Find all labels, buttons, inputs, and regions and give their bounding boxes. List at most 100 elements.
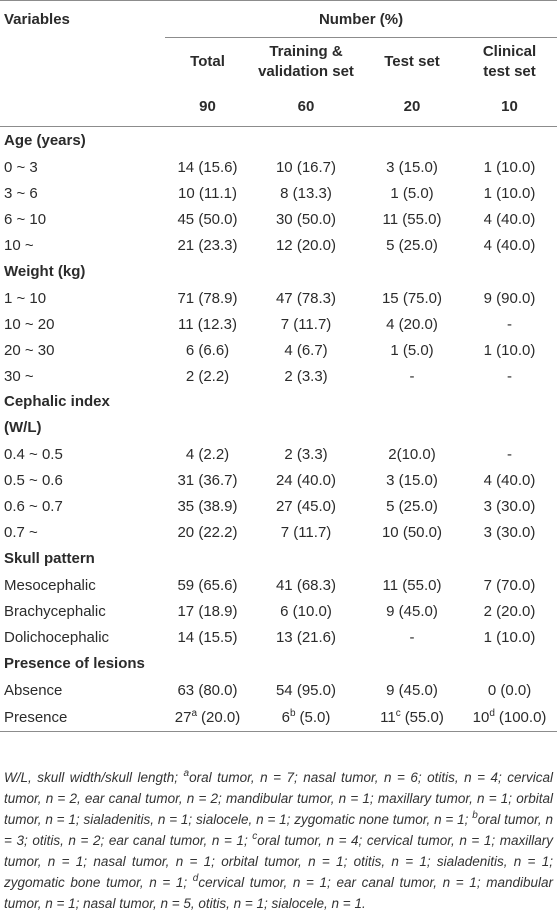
row-label-cell: 0.7 ~ <box>0 519 165 545</box>
cell-value: 7 (70.0) <box>483 576 536 594</box>
cell-superscript: c <box>395 707 401 719</box>
data-cell: 15 (75.0) <box>362 285 462 311</box>
data-cell: 8 (13.3) <box>250 180 362 206</box>
cell-value: 5 (25.0) <box>386 497 438 515</box>
cell-value: 2 (3.3) <box>284 367 328 385</box>
cell-value: - <box>409 628 415 646</box>
data-row: 30 ~ 2 (2.2) 2 (3.3) - - <box>0 363 557 389</box>
cell-value: 14 (15.6) <box>177 158 238 176</box>
row-label-cell: Dolichocephalic <box>0 624 165 650</box>
column-n: 60 <box>250 86 362 127</box>
data-cell: 1 (10.0) <box>462 337 557 363</box>
cell-value: 45 (50.0) <box>177 210 238 228</box>
cell-value: 10 (11.1) <box>178 184 237 202</box>
cell-value: 3 (15.0) <box>386 158 438 176</box>
cell-value: 3 (30.0) <box>483 497 536 515</box>
cell-value: 8 (13.3) <box>280 184 332 202</box>
cell-value: 4 (40.0) <box>483 471 536 489</box>
footnote: W/L, skull width/skull length; aoral tum… <box>4 767 553 914</box>
data-row: 3 ~ 6 10 (11.1) 8 (13.3) 1 (5.0) 1 (10.0) <box>0 180 557 206</box>
data-row: Brachycephalic 17 (18.9) 6 (10.0) 9 (45.0) 2… <box>0 598 557 624</box>
section-title-line: Presence of lesions <box>4 655 145 672</box>
cell-value: 7 (11.7) <box>280 523 332 541</box>
cell-value: - <box>507 445 513 463</box>
section-row: Skull pattern <box>0 545 557 572</box>
cell-value: 27 (45.0) <box>275 497 337 515</box>
cell-value: 5 (25.0) <box>386 236 438 254</box>
cell-value: 1 (5.0) <box>390 341 434 359</box>
cell-value: 6 (6.6) <box>185 341 230 359</box>
row-label-cell: 1 ~ 10 <box>0 285 165 311</box>
cell-value: - <box>507 315 513 333</box>
data-cell: 2 (3.3) <box>250 441 362 467</box>
footnote-marker: d <box>192 873 199 884</box>
data-cell: 1 (10.0) <box>462 180 557 206</box>
data-cell: 27 (45.0) <box>250 493 362 519</box>
footnote-marker: a <box>183 768 190 779</box>
column-name: test set <box>483 63 536 80</box>
cell-value: 6 (10.0) <box>280 602 332 620</box>
column-header: Clinical test set <box>462 38 557 87</box>
column-header: Training & validation set <box>250 38 362 87</box>
cell-value: 11 (55.0) <box>382 576 442 594</box>
cell-value: 63 (80.0) <box>177 681 238 699</box>
data-cell: 4 (40.0) <box>462 206 557 232</box>
data-cell: 3 (30.0) <box>462 519 557 545</box>
row-label: Mesocephalic <box>4 576 96 594</box>
column-count: 10 <box>501 97 518 115</box>
data-cell: 2 (3.3) <box>250 363 362 389</box>
data-row: 20 ~ 30 6 (6.6) 4 (6.7) 1 (5.0) 1 (10.0) <box>0 337 557 363</box>
column-header: Test set <box>362 38 462 87</box>
column-n: 90 <box>165 86 250 127</box>
row-label-cell: Absence <box>0 677 165 703</box>
data-row: 0.4 ~ 0.5 4 (2.2) 2 (3.3) 2(10.0) - <box>0 441 557 467</box>
data-cell: 11c (55.0) <box>362 703 462 732</box>
row-label-cell: 30 ~ <box>0 363 165 389</box>
data-cell: 20 (22.2) <box>165 519 250 545</box>
data-row: Absence 63 (80.0) 54 (95.0) 9 (45.0) 0 (0.0) <box>0 677 557 703</box>
section-title-line: Weight (kg) <box>4 263 86 280</box>
data-cell: 41 (68.3) <box>250 572 362 598</box>
footnote-text: W/L, skull width/skull length; <box>4 770 184 785</box>
cell-value: 54 (95.0) <box>275 681 337 699</box>
cell-percent: (100.0) <box>498 708 547 726</box>
header-row: Total Training & validation set Test set Cli… <box>0 38 557 87</box>
data-cell: 11 (55.0) <box>362 206 462 232</box>
cell-value: 35 (38.9) <box>177 497 238 515</box>
column-count: 60 <box>297 97 315 115</box>
cell-value: 4 (40.0) <box>483 210 536 228</box>
cell-value: 11 (55.0) <box>382 210 442 228</box>
data-cell: 6b (5.0) <box>250 703 362 732</box>
cell-value: 12 (20.0) <box>275 236 337 254</box>
row-label: 3 ~ 6 <box>4 184 38 202</box>
cell-value: 7 (11.7) <box>280 315 332 333</box>
row-label-cell: 0.6 ~ 0.7 <box>0 493 165 519</box>
cell-value: 13 (21.6) <box>275 628 337 646</box>
data-table: Variables Number (%) Total Training & valida… <box>0 0 557 732</box>
data-cell: 3 (15.0) <box>362 467 462 493</box>
cell-value: 4 (2.2) <box>185 445 230 463</box>
data-cell: 1 (10.0) <box>462 154 557 180</box>
column-name: Test set <box>384 53 440 70</box>
row-label-cell: Mesocephalic <box>0 572 165 598</box>
row-label: 0.5 ~ 0.6 <box>4 471 63 489</box>
section-row: Weight (kg) <box>0 258 557 285</box>
row-label: Absence <box>4 681 63 699</box>
data-cell: 6 (6.6) <box>165 337 250 363</box>
data-row: 1 ~ 10 71 (78.9) 47 (78.3) 15 (75.0) 9 (90.0… <box>0 285 557 311</box>
column-header: Total <box>165 38 250 87</box>
cell-value: 30 (50.0) <box>275 210 337 228</box>
data-cell: - <box>362 624 462 650</box>
data-cell: 11 (12.3) <box>165 311 250 337</box>
cell-value: 27 <box>174 708 192 726</box>
cell-value: 10 <box>472 708 490 726</box>
data-cell: - <box>462 311 557 337</box>
data-row: 6 ~ 10 45 (50.0) 30 (50.0) 11 (55.0) 4 (40.0… <box>0 206 557 232</box>
data-cell: 4 (40.0) <box>462 467 557 493</box>
data-row: 0.7 ~ 20 (22.2) 7 (11.7) 10 (50.0) 3 (30.0) <box>0 519 557 545</box>
data-cell: 1 (5.0) <box>362 337 462 363</box>
data-cell: 45 (50.0) <box>165 206 250 232</box>
data-cell: 4 (6.7) <box>250 337 362 363</box>
data-cell: 10d (100.0) <box>462 703 557 732</box>
section-row: Presence of lesions <box>0 650 557 677</box>
